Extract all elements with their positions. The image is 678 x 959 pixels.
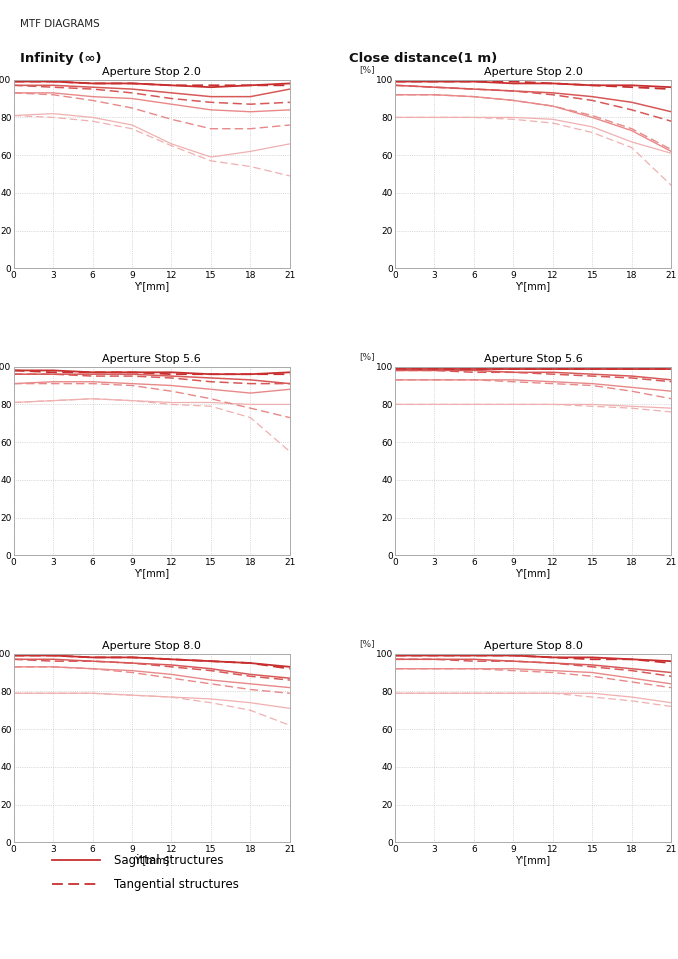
Text: Close distance(1 m): Close distance(1 m) [349,52,497,64]
X-axis label: Y'[mm]: Y'[mm] [515,281,551,291]
Legend: Sagittal structures, Tangential structures: Sagittal structures, Tangential structur… [52,854,239,892]
Text: Infinity (∞): Infinity (∞) [20,52,102,64]
Text: MTF DIAGRAMS: MTF DIAGRAMS [20,19,100,29]
Title: Aperture Stop 5.6: Aperture Stop 5.6 [483,355,582,364]
X-axis label: Y'[mm]: Y'[mm] [134,568,170,578]
X-axis label: Y'[mm]: Y'[mm] [134,854,170,865]
X-axis label: Y'[mm]: Y'[mm] [515,568,551,578]
Title: Aperture Stop 5.6: Aperture Stop 5.6 [102,355,201,364]
Text: [%]: [%] [359,639,374,648]
Title: Aperture Stop 8.0: Aperture Stop 8.0 [483,642,582,651]
X-axis label: Y'[mm]: Y'[mm] [134,281,170,291]
Text: [%]: [%] [359,65,374,74]
Title: Aperture Stop 2.0: Aperture Stop 2.0 [483,67,582,78]
Text: [%]: [%] [359,352,374,361]
Title: Aperture Stop 8.0: Aperture Stop 8.0 [102,642,201,651]
Title: Aperture Stop 2.0: Aperture Stop 2.0 [102,67,201,78]
X-axis label: Y'[mm]: Y'[mm] [515,854,551,865]
